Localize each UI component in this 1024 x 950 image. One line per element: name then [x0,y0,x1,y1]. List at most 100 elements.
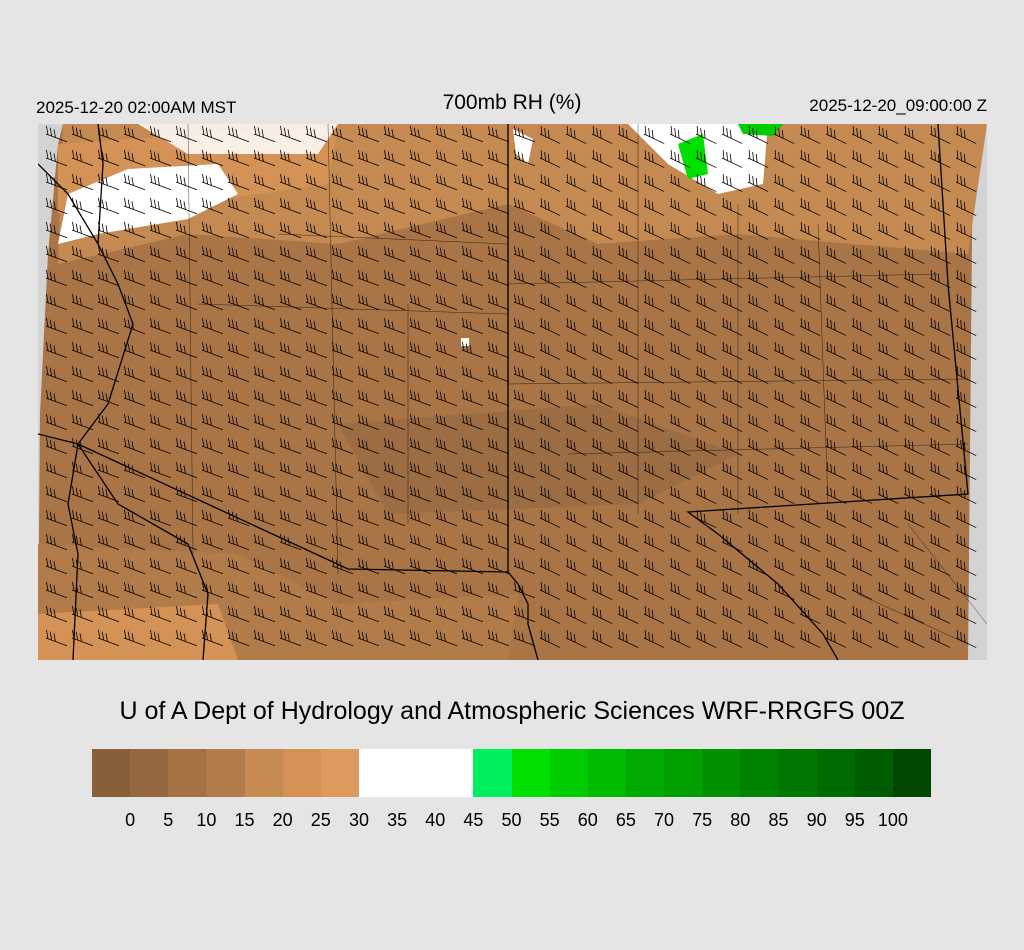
wind-barb [513,533,536,551]
wind-barb [877,365,899,384]
wind-barb [955,149,977,168]
colorbar-box [587,749,626,797]
colorbar-box [473,749,512,797]
wind-barb [513,557,536,575]
colorbar-label: 65 [615,810,636,830]
wind-barb [45,461,68,479]
wind-barb [643,437,665,456]
wind-barb [539,149,561,168]
wind-barb [955,509,977,528]
wind-barb [357,173,380,191]
wind-barb [175,389,198,407]
wind-barb [383,629,406,647]
wind-barb [175,365,198,383]
wind-barb [721,605,743,624]
wind-barb [227,533,250,551]
wind-barb [695,245,717,264]
wind-barb [461,173,484,191]
wind-barb [357,317,380,335]
wind-barb [747,557,769,576]
wind-barb [357,341,380,359]
colorbar-box [664,749,703,797]
wind-barb [903,605,925,624]
wind-barb [955,173,977,192]
colorbar-box [816,749,855,797]
wind-barb [383,293,406,311]
wind-barb [591,437,613,456]
wind-barb [97,437,120,455]
wind-barb [227,413,250,431]
wind-barb [851,437,873,456]
wind-barb [175,269,198,287]
wind-barb [513,269,536,287]
wind-barb [435,149,458,167]
wind-barb [149,125,172,143]
wind-barb [71,269,94,287]
wind-barb [487,413,510,431]
wind-barb [201,389,224,407]
wind-barb [617,533,639,552]
wind-barb [643,197,665,216]
wind-barb [955,389,977,408]
wind-barb [617,557,639,576]
wind-barb [123,365,146,383]
wind-barb [487,557,510,575]
wind-barb [643,149,665,168]
wind-barb [45,149,68,167]
wind-barb [929,629,951,648]
wind-barb [123,605,146,623]
local-time-label: 2025-12-20 02:00AM MST [36,98,237,117]
wind-barb [149,533,172,551]
wind-barb [97,149,120,167]
wind-barb [45,557,68,575]
wind-barb [97,341,120,359]
wind-barb [877,485,899,504]
wind-barb [955,245,977,264]
wind-barb [175,509,198,527]
wind-barb [877,413,899,432]
wind-barb [279,245,302,263]
wind-barb [461,125,484,143]
wind-barb [201,365,224,383]
wind-barb [357,581,380,599]
colorbar-label: 60 [577,810,598,830]
colorbar-label: 40 [425,810,446,830]
wind-barb [409,461,432,479]
wind-barb [253,533,276,551]
wind-barb [851,365,873,384]
wind-barb [279,269,302,287]
wind-barb [175,125,198,143]
wind-barb [513,485,536,503]
wind-barb [643,125,665,144]
wind-barb [227,605,250,623]
wind-barb [383,245,406,263]
wind-barb [617,605,639,624]
wind-barb [929,413,951,432]
wind-barb [591,629,613,648]
wind-barb [279,413,302,431]
wind-barb [513,197,536,215]
wind-barb [747,221,769,240]
wind-barb [721,533,743,552]
colorbar-labels: 0 5 10 15 20 25 30 35 40 45 50 55 60 65 70 75 80 85 90 95 10… [0,810,1024,834]
wind-barb [227,125,250,143]
wind-barb [149,197,172,215]
wind-barb [357,269,380,287]
wind-barb [513,245,536,263]
wind-barb [799,461,821,480]
wind-barb [487,389,510,407]
wind-barb [903,509,925,528]
wind-barb [123,485,146,503]
wind-barb [721,125,743,144]
wind-barb [747,389,769,408]
wind-barb [123,557,146,575]
wind-barb [669,269,691,288]
wind-barb [513,605,536,623]
wind-barb [45,437,68,455]
wind-barb [357,197,380,215]
wind-barb [695,461,717,480]
wind-barb [955,461,977,480]
wind-barb [825,413,847,432]
wind-barb [851,269,873,288]
wind-barb [799,557,821,576]
